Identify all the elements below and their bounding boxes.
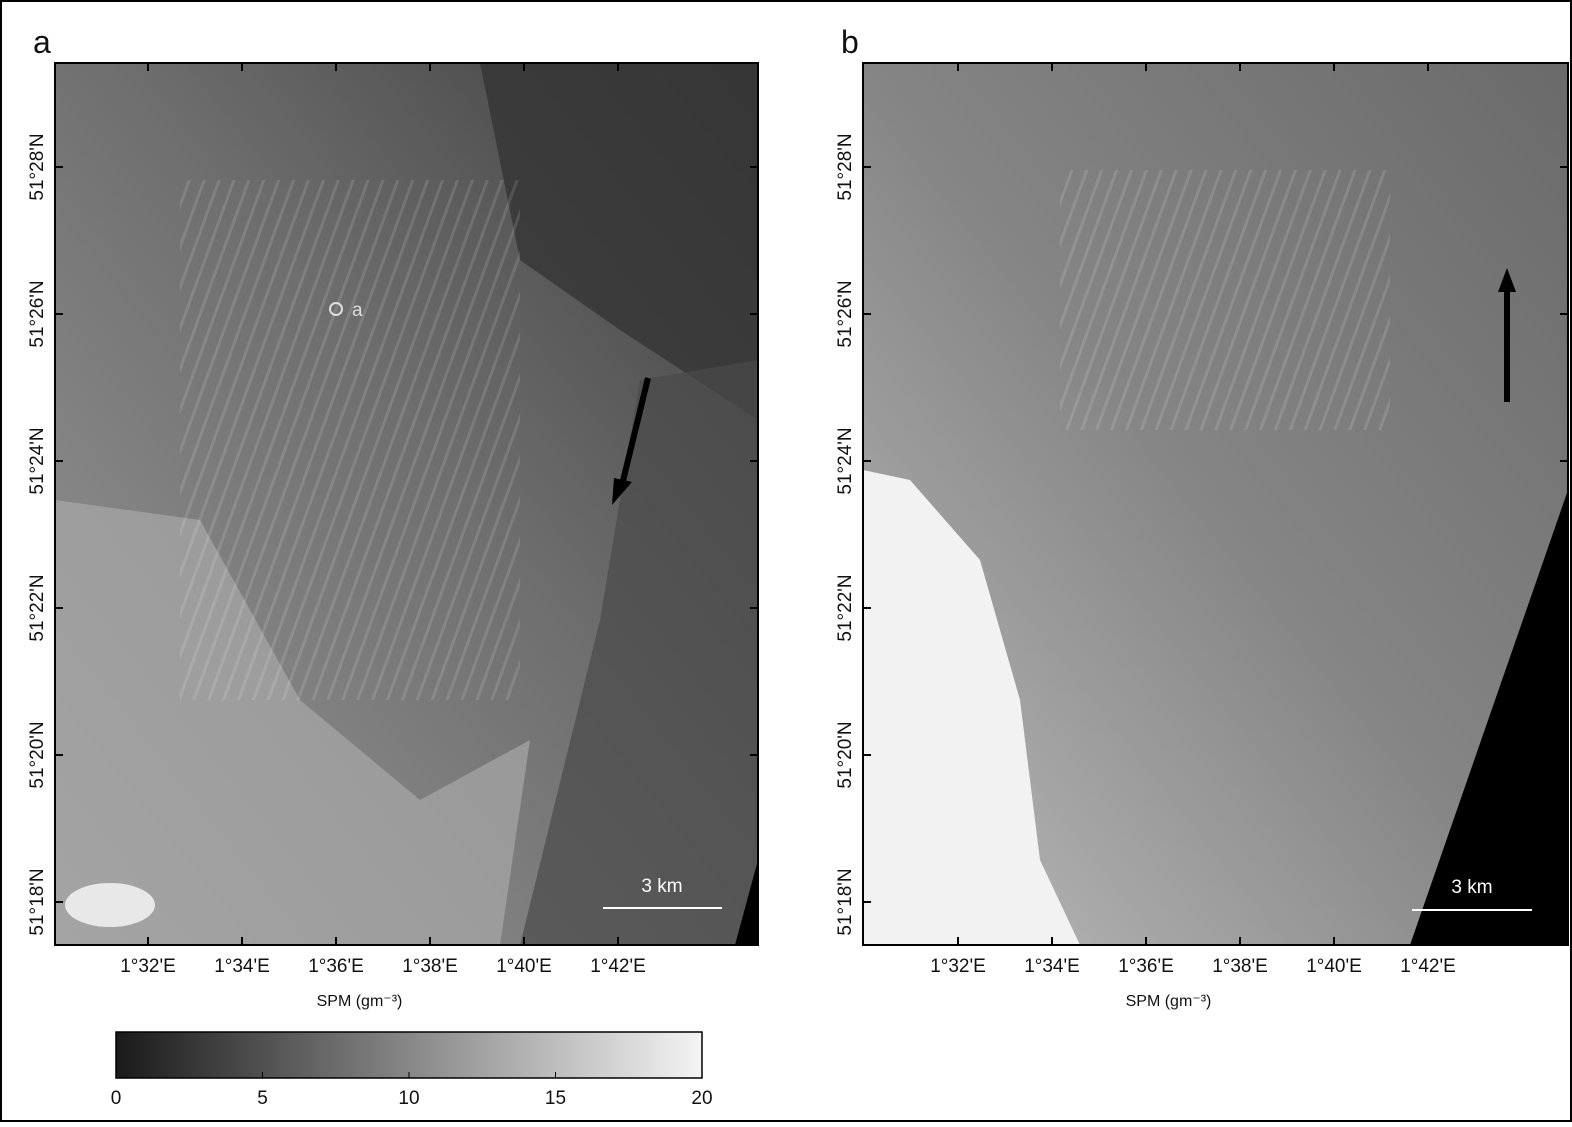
panel-label: a xyxy=(33,24,51,60)
panel-label: b xyxy=(841,24,859,60)
x-tick-label: 1°40'E xyxy=(496,956,552,977)
x-tick-label: 1°38'E xyxy=(1212,956,1268,977)
x-axis-label: SPM (gm⁻³) xyxy=(1126,993,1212,1010)
y-tick-label: 51°26'N xyxy=(835,280,856,347)
y-tick-label: 51°26'N xyxy=(27,280,48,347)
colorbar-tick-label: 10 xyxy=(398,1088,419,1109)
colorbar-tick-label: 5 xyxy=(257,1088,268,1109)
x-tick-label: 1°32'E xyxy=(120,956,176,977)
x-tick-label: 1°34'E xyxy=(1024,956,1080,977)
colorbar-tick-label: 20 xyxy=(691,1088,712,1109)
x-tick-label: 1°38'E xyxy=(402,956,458,977)
x-tick-label: 1°36'E xyxy=(308,956,364,977)
scale-bar-label: 3 km xyxy=(641,876,682,897)
point-label: a xyxy=(352,300,363,321)
satellite-image-a xyxy=(54,62,759,946)
y-tick-label: 51°22'N xyxy=(835,574,856,641)
y-tick-label: 51°20'N xyxy=(27,721,48,788)
x-tick-label: 1°36'E xyxy=(1118,956,1174,977)
y-tick-label: 51°28'N xyxy=(27,133,48,200)
scale-bar-label: 3 km xyxy=(1451,877,1492,898)
colorbar-tick-label: 0 xyxy=(111,1088,122,1109)
x-tick-label: 1°42'E xyxy=(1400,956,1456,977)
x-tick-label: 1°32'E xyxy=(930,956,986,977)
y-tick-label: 51°24'N xyxy=(27,427,48,494)
y-tick-label: 51°24'N xyxy=(835,427,856,494)
x-tick-label: 1°42'E xyxy=(590,956,646,977)
colorbar-tick-label: 15 xyxy=(545,1088,566,1109)
satellite-image-b xyxy=(862,62,1569,946)
y-tick-label: 51°18'N xyxy=(835,868,856,935)
colorbar xyxy=(115,1031,703,1079)
x-tick-label: 1°34'E xyxy=(214,956,270,977)
y-tick-label: 51°22'N xyxy=(27,574,48,641)
x-axis-label: SPM (gm⁻³) xyxy=(317,993,403,1010)
y-tick-label: 51°28'N xyxy=(835,133,856,200)
x-tick-label: 1°40'E xyxy=(1306,956,1362,977)
y-tick-label: 51°20'N xyxy=(835,721,856,788)
y-tick-label: 51°18'N xyxy=(27,868,48,935)
